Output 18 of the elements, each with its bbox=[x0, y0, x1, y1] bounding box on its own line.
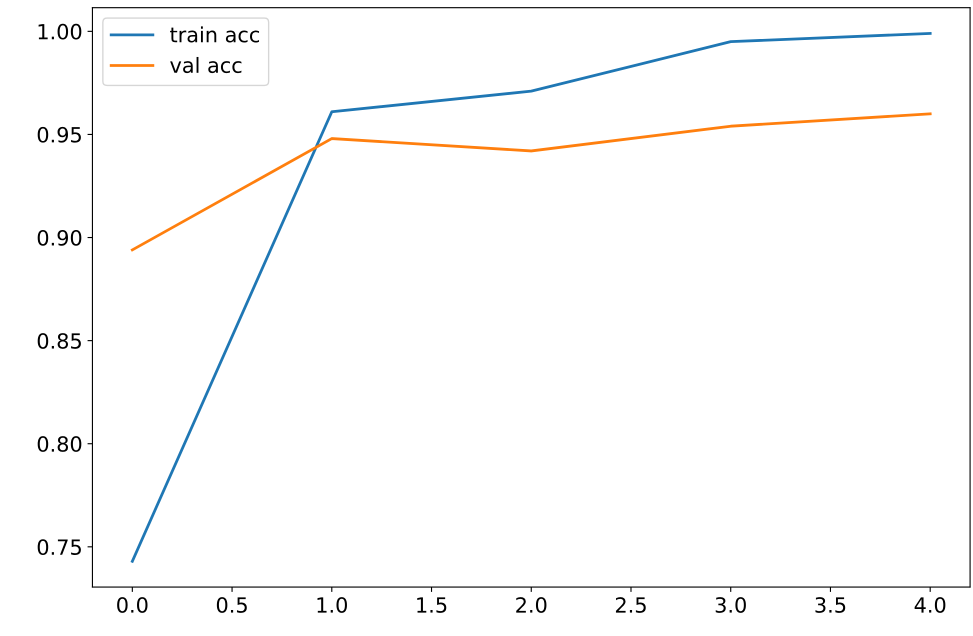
y-tick-label: 0.80 bbox=[38, 436, 82, 452]
line-series bbox=[130, 112, 932, 252]
x-tick-label: 4.0 bbox=[914, 597, 946, 613]
y-tick-label: 0.75 bbox=[38, 539, 81, 556]
x-tick-label: 1.5 bbox=[417, 597, 446, 613]
x-tick-label: 2.5 bbox=[616, 597, 646, 613]
y-tick-label: 0.85 bbox=[38, 333, 81, 349]
y-tick-label: 0.95 bbox=[38, 126, 81, 143]
legend-label: train acc bbox=[170, 26, 260, 43]
x-tick-label: 2.0 bbox=[516, 597, 546, 613]
x-tick-label: 3.5 bbox=[815, 597, 846, 613]
y-tick-label: 0.90 bbox=[38, 230, 82, 246]
x-tick-label: 3.0 bbox=[716, 597, 746, 613]
x-tick-label: 1.0 bbox=[318, 597, 347, 613]
legend-label: val acc bbox=[170, 56, 242, 74]
x-tick-label: 0.5 bbox=[216, 597, 247, 613]
x-tick-label: 0.0 bbox=[117, 597, 148, 613]
y-tick-label: 1.00 bbox=[38, 24, 82, 40]
